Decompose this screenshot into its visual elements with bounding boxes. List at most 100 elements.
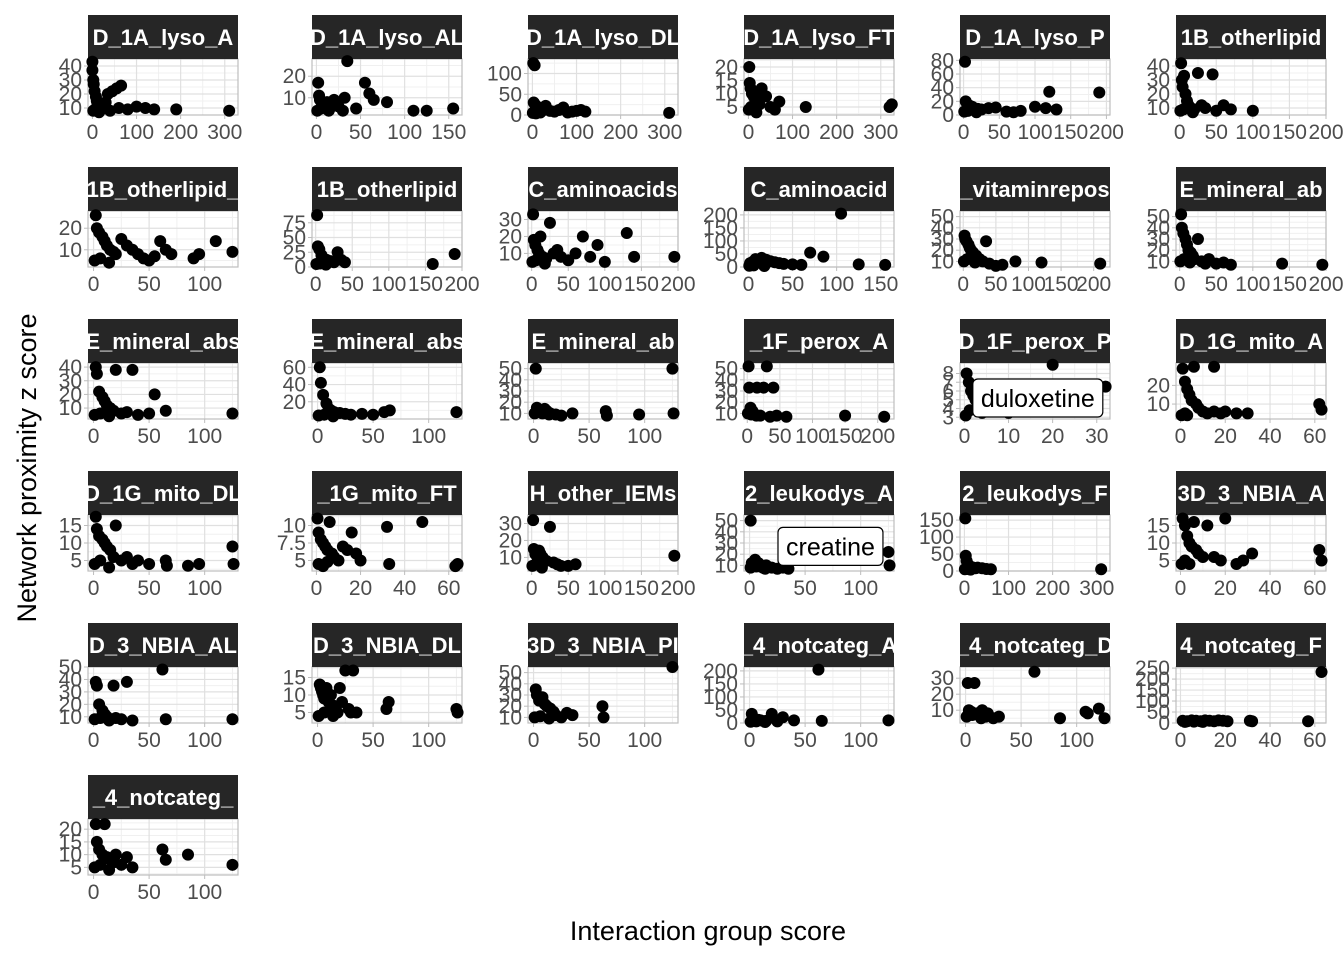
y-tick-label: 30 xyxy=(499,208,522,231)
facet-strip-label: D_3_NBIA_AL xyxy=(89,633,237,658)
scatter-point xyxy=(795,258,808,271)
scatter-point xyxy=(597,711,610,724)
scatter-point xyxy=(1246,715,1259,728)
scatter-point xyxy=(1302,715,1315,728)
scatter-point xyxy=(1230,407,1243,420)
facet-strip xyxy=(744,623,894,667)
y-tick-label: 30 xyxy=(59,681,82,704)
scatter-point xyxy=(584,250,597,263)
y-tick-label: 20 xyxy=(59,818,82,841)
scatter-point xyxy=(313,361,326,374)
x-tick-label: 50 xyxy=(768,425,791,448)
x-tick-label: 40 xyxy=(393,577,416,600)
scatter-point xyxy=(667,407,680,420)
scatter-point xyxy=(93,106,106,119)
facet-strip xyxy=(1176,15,1326,59)
facet-strip-label: D_3_NBIA_DL xyxy=(313,633,461,658)
x-tick-label: 20 xyxy=(1214,577,1237,600)
x-tick-label: 100 xyxy=(411,729,446,752)
y-tick-label: 10 xyxy=(1147,250,1170,273)
facet-strip xyxy=(88,623,238,667)
x-tick-label: 150 xyxy=(1044,273,1079,296)
facet-points xyxy=(88,663,239,727)
scatter-point xyxy=(143,407,156,420)
scatter-point xyxy=(980,235,993,248)
x-tick-label: 50 xyxy=(557,273,580,296)
x-tick-label: 0 xyxy=(1175,577,1187,600)
scatter-point xyxy=(666,362,679,375)
scatter-point xyxy=(103,863,116,876)
y-tick-label: 40 xyxy=(1147,55,1170,78)
x-tick-label: 50 xyxy=(793,729,816,752)
x-tick-label: 200 xyxy=(1076,273,1111,296)
scatter-point xyxy=(747,259,760,272)
scatter-point xyxy=(596,700,609,713)
y-tick-label: 100 xyxy=(487,63,522,86)
y-tick-label: 10 xyxy=(59,706,82,729)
y-tick-label: 100 xyxy=(919,526,954,549)
x-tick-label: 0 xyxy=(87,121,99,144)
y-tick-label: 0 xyxy=(726,712,738,735)
y-tick-label: 10 xyxy=(283,87,306,110)
scatter-point xyxy=(103,561,116,574)
x-tick-label: 150 xyxy=(828,425,863,448)
scatter-point xyxy=(839,409,852,422)
facet-strip xyxy=(88,775,238,819)
y-tick-label: 10 xyxy=(1147,393,1170,416)
scatter-point xyxy=(148,388,161,401)
scatter-point xyxy=(1224,258,1237,271)
facet-strip-label: E_mineral_ab xyxy=(1179,177,1322,202)
scatter-point xyxy=(885,98,898,111)
y-tick-label: 40 xyxy=(59,55,82,78)
y-tick-label: 4 xyxy=(942,398,954,421)
scatter-point xyxy=(182,848,194,861)
x-tick-label: 100 xyxy=(119,121,154,144)
facet-strip xyxy=(88,319,238,363)
x-tick-label: 20 xyxy=(1041,425,1064,448)
y-tick-label: 30 xyxy=(1147,228,1170,251)
y-tick-label: 5 xyxy=(726,96,738,119)
scatter-point xyxy=(407,104,420,117)
y-tick-label: 30 xyxy=(931,667,954,690)
scatter-point xyxy=(1191,233,1204,245)
y-tick-label: 50 xyxy=(715,510,738,533)
y-tick-label: 40 xyxy=(59,668,82,691)
y-tick-label: 15 xyxy=(715,69,738,92)
x-tick-label: 20 xyxy=(349,577,372,600)
scatter-point xyxy=(1176,362,1189,375)
facet-strip xyxy=(744,319,894,363)
scatter-point xyxy=(332,554,345,567)
x-tick-label: 20 xyxy=(1214,425,1237,448)
point-label: duloxetine xyxy=(972,378,1104,418)
scatter-point xyxy=(835,207,848,220)
scatter-point xyxy=(1081,707,1094,720)
y-tick-label: 50 xyxy=(1147,206,1170,229)
x-tick-label: 200 xyxy=(860,425,895,448)
scatter-point xyxy=(1206,68,1219,81)
x-tick-label: 100 xyxy=(1059,729,1094,752)
scatter-point xyxy=(529,362,542,375)
facet-strip-label: _1G_mito_FT xyxy=(316,481,457,506)
facet-strip-label: D_1A_lyso_A xyxy=(93,25,234,50)
scatter-point xyxy=(815,714,828,727)
y-tick-label: 20 xyxy=(1147,83,1170,106)
scatter-point xyxy=(1177,103,1190,116)
scatter-point xyxy=(447,102,460,115)
scatter-point xyxy=(780,410,793,423)
x-tick-label: 0 xyxy=(743,273,755,296)
scatter-point xyxy=(311,512,324,525)
y-tick-label: 50 xyxy=(59,656,82,679)
scatter-point xyxy=(984,563,997,576)
scatter-point xyxy=(1046,358,1059,371)
x-tick-label: 50 xyxy=(137,881,160,904)
scatter-point xyxy=(767,381,780,394)
y-tick-label: 15 xyxy=(1147,515,1170,538)
facet-strip xyxy=(528,15,678,59)
y-tick-label: 200 xyxy=(1135,668,1170,691)
scatter-point xyxy=(598,255,611,268)
